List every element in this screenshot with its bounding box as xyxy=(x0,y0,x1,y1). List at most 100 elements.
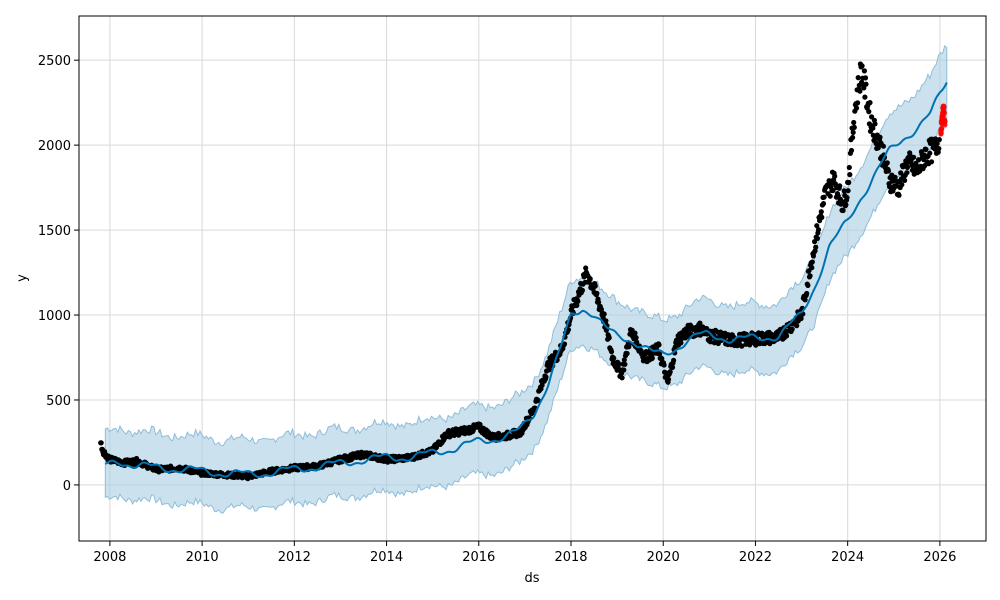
x-tick-label: 2018 xyxy=(554,550,587,565)
x-tick-label: 2022 xyxy=(739,550,772,565)
holdout-point xyxy=(941,110,947,116)
observed-point xyxy=(862,75,869,81)
observed-point xyxy=(846,164,852,171)
y-tick-label: 500 xyxy=(46,394,71,409)
observed-point xyxy=(608,349,615,355)
observed-point xyxy=(936,146,942,152)
observed-point xyxy=(561,341,568,347)
observed-point xyxy=(98,440,104,446)
x-tick-label: 2026 xyxy=(923,550,956,565)
observed-point xyxy=(855,75,861,81)
observed-point xyxy=(902,177,908,183)
observed-point xyxy=(896,192,902,198)
observed-point xyxy=(611,355,617,361)
observed-point xyxy=(850,134,856,141)
observed-point xyxy=(904,170,910,176)
observed-point xyxy=(697,320,703,326)
observed-point xyxy=(739,343,745,349)
x-tick-label: 2012 xyxy=(278,550,311,565)
observed-point xyxy=(671,357,677,363)
observed-point xyxy=(840,207,846,214)
observed-point xyxy=(814,223,820,229)
observed-point xyxy=(819,214,825,220)
observed-point xyxy=(862,94,868,100)
observed-point xyxy=(853,105,860,111)
forecast-line xyxy=(104,82,948,479)
observed-point xyxy=(827,193,833,199)
observed-point xyxy=(863,81,869,87)
observed-point xyxy=(678,340,684,346)
observed-point xyxy=(859,63,865,69)
holdout-point xyxy=(942,119,948,125)
observed-point xyxy=(841,188,847,194)
observed-point xyxy=(830,187,836,194)
observed-point xyxy=(837,183,843,189)
observed-point xyxy=(579,287,586,293)
observed-point xyxy=(899,182,905,188)
observed-point xyxy=(575,298,581,304)
observed-point xyxy=(927,150,933,156)
holdout-point xyxy=(939,126,945,132)
uncertainty-band xyxy=(104,44,948,514)
observed-point xyxy=(594,290,600,296)
y-tick-label: 2000 xyxy=(38,139,71,154)
observed-point xyxy=(509,433,515,439)
observed-point xyxy=(784,333,790,339)
observed-point xyxy=(807,273,813,279)
observed-point xyxy=(682,335,688,341)
observed-point xyxy=(861,68,868,74)
y-tick-label: 1500 xyxy=(38,224,71,239)
observed-point xyxy=(669,364,676,370)
observed-point xyxy=(880,143,887,149)
y-axis: 0 500 1000 1500 2000 2500 xyxy=(38,54,79,494)
observed-point xyxy=(798,315,804,322)
observed-point xyxy=(884,160,890,166)
observed-point xyxy=(621,367,627,373)
observed-point xyxy=(574,302,580,308)
observed-point xyxy=(843,202,849,208)
observed-point xyxy=(804,290,810,297)
observed-point xyxy=(601,311,607,317)
observed-point xyxy=(820,201,827,207)
observed-point xyxy=(851,124,857,130)
y-tick-label: 0 xyxy=(63,479,71,494)
holdout-points xyxy=(938,103,948,137)
observed-point xyxy=(805,282,811,288)
observed-point xyxy=(848,147,855,154)
observed-point xyxy=(592,283,598,289)
observed-point xyxy=(632,330,638,336)
observed-point xyxy=(789,326,795,332)
observed-point xyxy=(543,374,549,380)
observed-point xyxy=(932,136,939,142)
observed-point xyxy=(624,350,630,357)
observed-point xyxy=(923,146,929,153)
observed-point xyxy=(633,335,639,341)
observed-point xyxy=(818,209,824,215)
x-tick-label: 2008 xyxy=(93,550,126,565)
observed-point xyxy=(911,154,917,160)
observed-point xyxy=(596,299,602,305)
observed-point xyxy=(809,265,815,271)
observed-point xyxy=(936,137,942,143)
observed-point xyxy=(928,159,935,165)
observed-point xyxy=(846,179,852,186)
observed-point xyxy=(809,259,815,265)
observed-point xyxy=(587,276,593,282)
observed-point xyxy=(794,323,800,329)
observed-point xyxy=(583,265,589,271)
y-axis-label: y xyxy=(15,274,30,282)
observed-point xyxy=(606,335,612,341)
observed-point xyxy=(656,342,662,348)
x-tick-label: 2020 xyxy=(647,550,680,565)
observed-point xyxy=(877,134,883,140)
x-tick-label: 2010 xyxy=(186,550,219,565)
x-axis-label: ds xyxy=(524,571,539,586)
observed-point xyxy=(866,109,872,115)
x-axis: 2008 2010 2012 2014 2016 2018 2020 2022 2024 2026 xyxy=(93,541,956,565)
observed-point xyxy=(546,367,553,373)
observed-point xyxy=(616,361,622,367)
observed-point xyxy=(904,164,911,170)
observed-point xyxy=(815,227,822,233)
observed-point xyxy=(867,100,873,106)
observed-point xyxy=(872,121,878,127)
